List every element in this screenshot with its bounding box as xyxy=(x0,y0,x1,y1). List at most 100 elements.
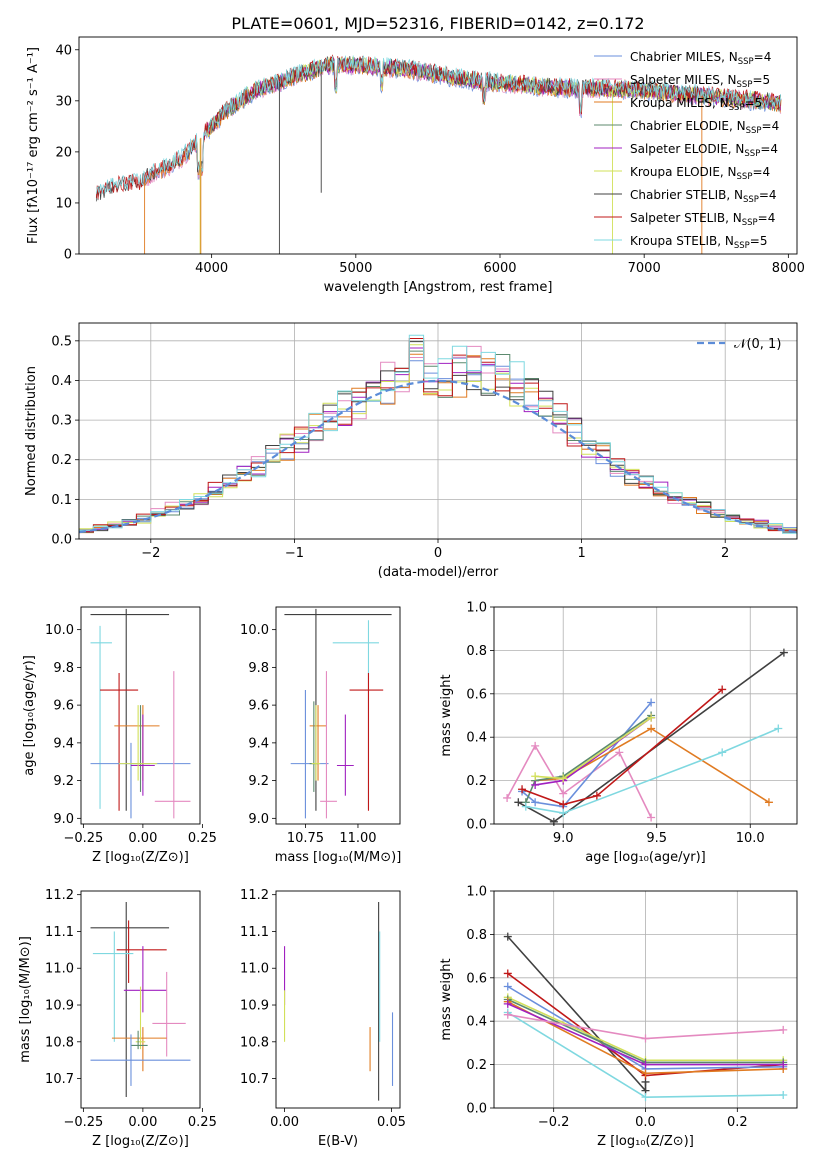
x-axis-label: mass [log₁₀(M/M⊙)] xyxy=(275,850,402,865)
data-marker xyxy=(718,748,727,757)
x-tick-label: 9.0 xyxy=(553,831,574,846)
y-tick-label: 20 xyxy=(55,145,72,160)
y-tick-label: 30 xyxy=(55,94,72,109)
errorbar-point xyxy=(111,1027,167,1072)
y-tick-label: 40 xyxy=(55,43,72,58)
axes-frame xyxy=(493,606,798,825)
y-tick-label: 10.7 xyxy=(240,1072,269,1087)
errorbar-point xyxy=(152,971,186,1057)
data-marker xyxy=(531,772,540,781)
errorbar-point xyxy=(336,714,354,796)
y-tick-label: 0.0 xyxy=(51,533,72,548)
data-marker xyxy=(503,1010,512,1019)
y-tick-label: 0 xyxy=(64,248,72,263)
data-marker xyxy=(559,809,568,818)
axes-frame xyxy=(80,606,201,825)
y-tick-label: 10.0 xyxy=(45,623,74,638)
x-tick-label: −1 xyxy=(285,546,304,561)
data-marker xyxy=(764,798,773,807)
errorbar-point xyxy=(116,920,167,983)
axes-mass_vs_EBV: 0.00 0.05 10.7 10.8 10.9 11.0 11.1 11.2 xyxy=(240,888,406,1130)
data-marker xyxy=(514,798,523,807)
errorbar-point xyxy=(92,931,134,1042)
data-marker xyxy=(503,932,512,941)
axes-frame xyxy=(78,36,798,255)
legend-label: Kroupa MILES, NSSP=5 xyxy=(630,96,762,113)
y-tick-label: 11.0 xyxy=(45,962,74,977)
errorbar-point xyxy=(90,608,170,811)
errorbar-point xyxy=(90,902,170,1097)
y-tick-label: 11.2 xyxy=(45,888,74,903)
data-marker xyxy=(779,1090,788,1099)
data-marker xyxy=(641,1069,650,1078)
y-tick-label: 9.0 xyxy=(53,812,74,827)
x-axis-label: Z [log₁₀(Z/Z⊙)] xyxy=(92,850,189,865)
y-tick-label: 9.6 xyxy=(53,699,74,714)
x-axis-label: (data-model)/error xyxy=(378,565,499,580)
y-tick-label: 0.4 xyxy=(466,731,487,746)
y-axis-label: Flux [fλ10⁻¹⁷ erg cm⁻² s⁻¹ A⁻¹] xyxy=(26,47,41,244)
data-marker xyxy=(641,1034,650,1043)
errorbar-point xyxy=(130,714,155,796)
errorbar-point xyxy=(100,673,139,811)
y-tick-label: 9.0 xyxy=(248,812,269,827)
x-tick-label: 1 xyxy=(577,546,585,561)
axes-weight_vs_Z: −0.2 0.0 0.2 0.0 0.2 0.4 0.6 0.8 1.0 xyxy=(466,885,798,1130)
data-marker xyxy=(779,1025,788,1034)
y-tick-label: 0.4 xyxy=(51,374,72,389)
y-tick-label: 9.4 xyxy=(53,736,74,751)
y-tick-label: 0.2 xyxy=(51,453,72,468)
axes-frame xyxy=(493,890,798,1109)
errorbar-point xyxy=(311,705,321,781)
errorbar-point xyxy=(154,671,191,819)
x-tick-label: 0.25 xyxy=(188,1115,217,1130)
y-tick-label: 0.3 xyxy=(51,414,72,429)
x-axis-label: wavelength [Angstrom, rest frame] xyxy=(324,280,553,295)
legend-label: Kroupa STELIB, NSSP=5 xyxy=(630,234,768,251)
legend-label: Salpeter ELODIE, NSSP=4 xyxy=(630,142,778,159)
data-marker xyxy=(531,741,540,750)
y-tick-label: 11.1 xyxy=(240,925,269,940)
axes-frame xyxy=(275,606,401,825)
x-tick-label: −0.25 xyxy=(63,1115,103,1130)
x-tick-label: 0.0 xyxy=(635,1115,656,1130)
axes-spectrum: 4000 5000 6000 7000 8000 0 10 20 30 40 xyxy=(55,36,805,276)
y-axis-label: age [log₁₀(age/yr)] xyxy=(22,655,37,776)
data-marker xyxy=(647,698,656,707)
y-tick-label: 0.8 xyxy=(466,928,487,943)
y-tick-label: 9.2 xyxy=(53,774,74,789)
x-tick-label: 0.00 xyxy=(128,1115,157,1130)
y-tick-label: 9.8 xyxy=(53,661,74,676)
y-tick-label: 10.8 xyxy=(240,1035,269,1050)
spectrum-line-salpeter-stelib xyxy=(95,54,781,199)
y-tick-label: 9.8 xyxy=(248,661,269,676)
x-tick-label: 5000 xyxy=(339,261,372,276)
errorbar-point xyxy=(123,946,167,1013)
x-tick-label: 4000 xyxy=(195,261,228,276)
y-tick-label: 9.2 xyxy=(248,774,269,789)
data-marker xyxy=(641,1060,650,1069)
y-axis-label: mass [log₁₀(M/M⊙)] xyxy=(18,936,33,1063)
data-marker xyxy=(641,1093,650,1102)
spectrum-line-kroupa-stelib xyxy=(95,55,781,195)
data-marker xyxy=(518,785,527,794)
x-tick-label: 11.00 xyxy=(339,831,376,846)
errorbar-point xyxy=(320,671,337,819)
legend-label: 𝒩(0, 1) xyxy=(734,337,781,352)
normal-curve xyxy=(79,379,797,534)
x-axis-label: Z [log₁₀(Z/Z⊙)] xyxy=(92,1134,189,1149)
y-tick-label: 10.8 xyxy=(45,1035,74,1050)
data-marker xyxy=(503,999,512,1008)
data-marker xyxy=(531,780,540,789)
y-tick-label: 1.0 xyxy=(466,885,487,900)
x-tick-label: 8000 xyxy=(772,261,805,276)
y-tick-label: 0.5 xyxy=(51,334,72,349)
axes-residuals: −2 −1 0 1 2 0.0 0.1 0.2 0.3 0.4 0.5 xyxy=(51,322,798,561)
x-tick-label: 0.05 xyxy=(377,1115,406,1130)
y-tick-label: 10.7 xyxy=(45,1072,74,1087)
data-marker xyxy=(559,789,568,798)
spectrum-legend: Chabrier MILES, NSSP=4 Salpeter MILES, NS… xyxy=(594,50,779,251)
